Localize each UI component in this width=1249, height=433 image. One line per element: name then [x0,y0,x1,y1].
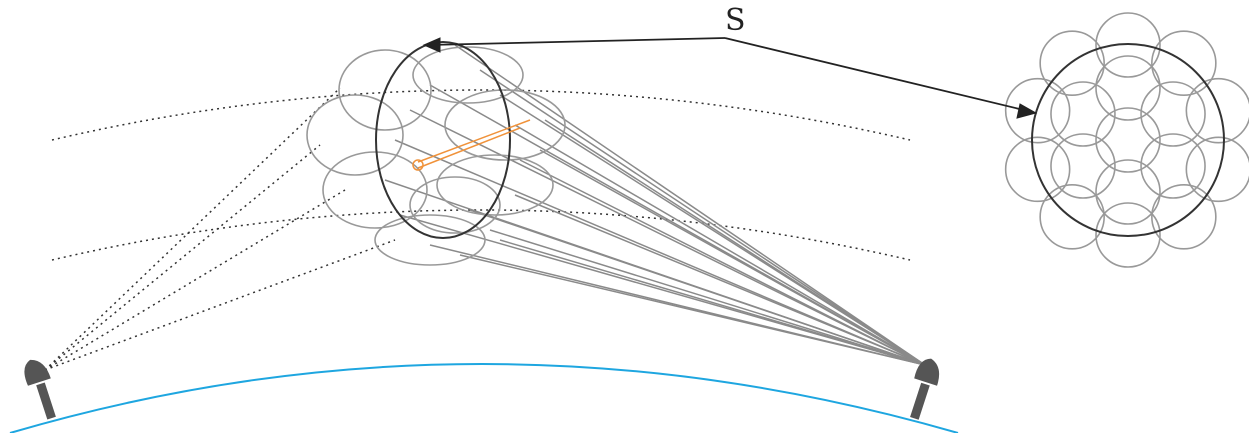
circle-cluster [1004,12,1249,268]
beam-line [394,139,926,366]
radar-icon [24,359,56,420]
arrowhead-left [422,37,441,53]
cluster-circle [1185,136,1249,203]
arrowhead-right [1016,103,1038,119]
beam-line [489,229,926,366]
footprint-ellipse [306,94,404,176]
footprint-ellipse [412,46,524,104]
cluster-circle [1140,81,1206,147]
target-trajectory [412,119,531,171]
cluster-circle [1095,12,1161,78]
beam-line [469,209,926,366]
beam-line [479,69,926,366]
beam-line [499,239,926,366]
s-arrow [422,37,1038,119]
footprint-ellipse [409,176,501,234]
cluster-circle [1095,55,1161,121]
dotted-ray [44,189,346,371]
arrow-line-right [724,37,1033,113]
trajectory-line-lower [417,127,521,169]
cluster-circle [1004,136,1071,203]
beam-line [429,244,926,366]
label-s: S [725,3,746,38]
target-point [412,159,424,171]
left-radar-dotted-rays [44,87,396,371]
cluster-circle [1095,202,1161,268]
radar-icon [910,358,940,420]
cluster-circle [1050,133,1116,199]
cluster-circle [1004,77,1071,144]
cluster-circle [1050,81,1116,147]
orbit-arc-lower [51,209,911,261]
beam-footprint-ellipses [306,46,566,266]
footprint-ellipse [322,151,428,229]
beam-line [409,109,926,366]
cluster-circle [1095,107,1161,173]
footprint-ellipse [444,89,566,161]
cluster-circle [1039,184,1105,250]
cluster-circle [1185,77,1249,144]
beam-line [514,124,926,366]
footprint-ellipse [436,154,554,216]
orbit-arc-upper [51,89,911,141]
beam-cone [384,44,926,366]
beam-line [539,149,926,366]
cluster-circle [1140,133,1206,199]
dotted-ray [44,87,341,371]
arrow-line-left [427,37,726,46]
dotted-ray [44,239,396,371]
earth-surface-arc [9,363,959,433]
footprint-ellipse [338,49,432,131]
cluster-circle [1095,159,1161,225]
main-beam-ellipse [375,41,511,239]
cluster-circle [1151,184,1217,250]
beam-line [544,119,926,366]
dotted-ray [44,144,321,371]
cluster-main-circle [1031,43,1225,237]
cluster-circle [1039,30,1105,96]
beam-line [454,44,926,366]
footprint-ellipse [374,214,486,266]
cluster-circle [1151,30,1217,96]
trajectory-line-upper [417,119,531,163]
